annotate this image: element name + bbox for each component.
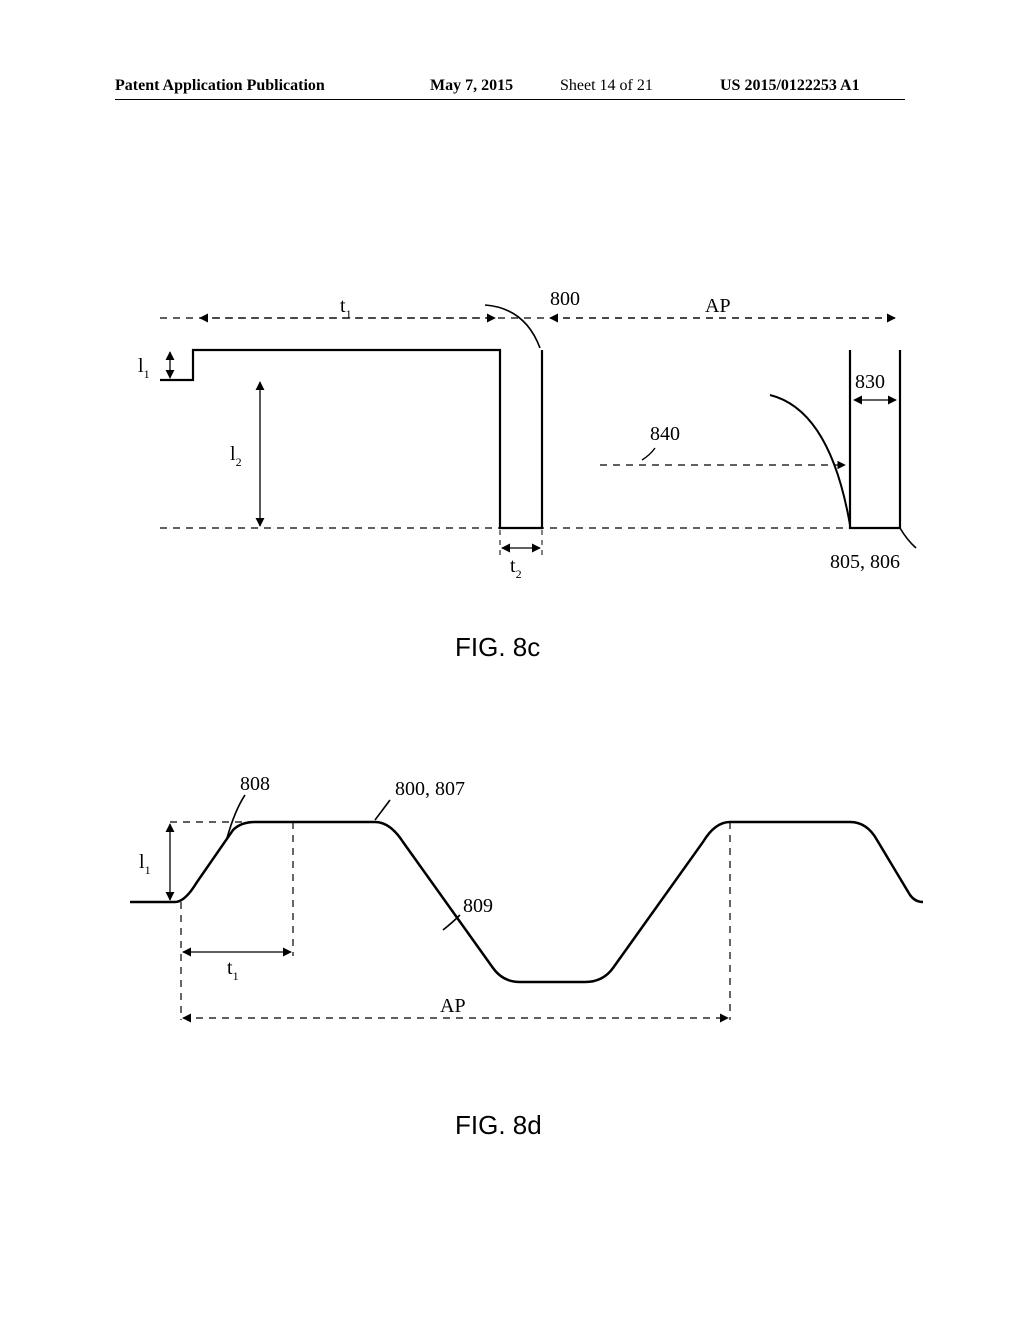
header-left: Patent Application Publication — [115, 77, 325, 95]
label-l2-8c: l2 — [230, 443, 242, 469]
fig-8c-caption: FIG. 8c — [455, 632, 540, 663]
ref-809: 809 — [463, 895, 493, 917]
patent-page: Patent Application Publication May 7, 20… — [0, 0, 1020, 1320]
fig-8d-caption: FIG. 8d — [455, 1110, 542, 1141]
label-t1: t1 — [340, 295, 352, 321]
fig-8d-svg: 808 800, 807 809 l1 t1 AP — [115, 760, 925, 1080]
ref-805-806: 805, 806 — [830, 551, 900, 573]
label-ap-8d: AP — [440, 995, 466, 1017]
label-l1-8d: l1 — [139, 851, 151, 877]
header-date: May 7, 2015 — [430, 77, 513, 95]
header-sheet: Sheet 14 of 21 — [560, 77, 653, 95]
ref-808: 808 — [240, 773, 270, 795]
label-l1-8c: l1 — [138, 355, 150, 381]
ref-800-807: 800, 807 — [395, 778, 465, 800]
label-ap-8c: AP — [705, 295, 731, 317]
ref-840: 840 — [650, 423, 680, 445]
header-rule — [115, 99, 905, 100]
ref-830: 830 — [855, 371, 885, 393]
header-pubno: US 2015/0122253 A1 — [720, 77, 860, 95]
label-t1-8d: t1 — [227, 957, 239, 983]
fig-8c-svg: t1 AP l1 l2 t2 800 830 840 805, 806 — [130, 290, 920, 610]
ref-800: 800 — [550, 290, 580, 310]
label-t2-8c: t2 — [510, 555, 522, 581]
